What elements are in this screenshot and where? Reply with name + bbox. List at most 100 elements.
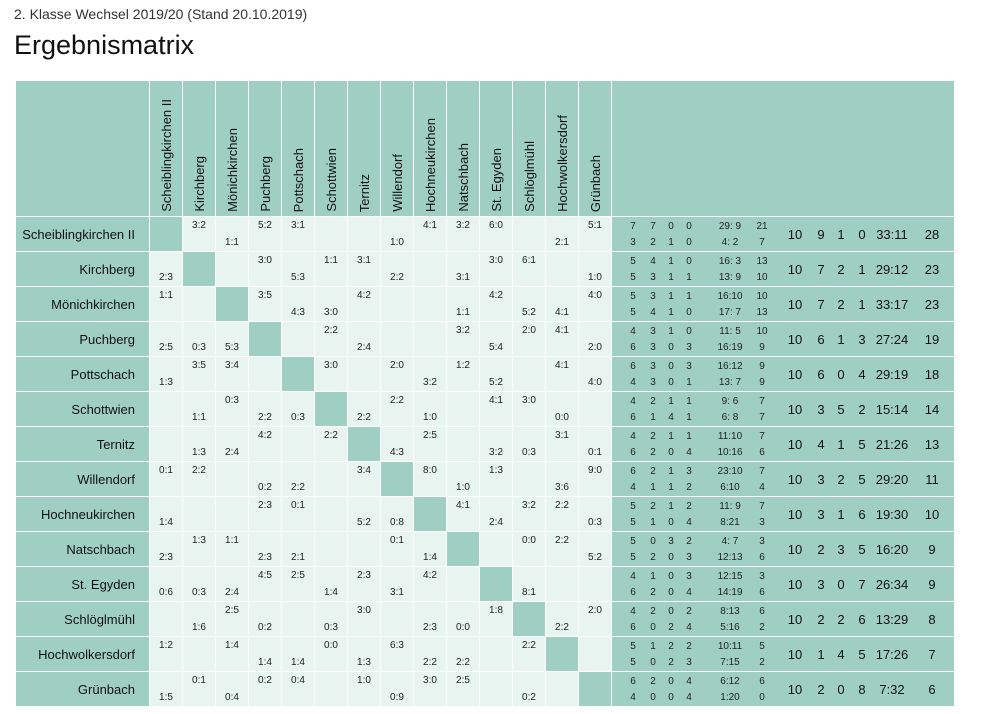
- total-stat-value: 21:26: [875, 437, 909, 452]
- home-record-line: 6 3 0 3 16:12 9: [613, 361, 773, 373]
- away-stat-value: 2: [686, 482, 692, 493]
- away-stat-value: 1: [668, 307, 674, 318]
- home-score: 3:2: [456, 220, 470, 231]
- home-stat-value: 0: [650, 536, 656, 547]
- home-stat-value: 10:11: [717, 641, 743, 652]
- away-stat-value: 5: [630, 552, 636, 563]
- home-stat-value: 3: [759, 536, 765, 547]
- home-score: 4:1: [555, 325, 569, 336]
- result-cell: 5:1: [578, 216, 612, 252]
- away-stat-value: 0: [668, 552, 674, 563]
- result-cell: 2:5: [149, 321, 183, 357]
- total-stat-value: 6: [928, 682, 936, 697]
- result-cell: 1:1: [215, 531, 249, 567]
- home-stat-value: 2: [650, 501, 656, 512]
- home-stat-value: 2: [650, 431, 656, 442]
- result-cell: [578, 636, 612, 672]
- corner-cell: [15, 80, 150, 217]
- home-score: 2:3: [258, 500, 272, 511]
- table-row: Hochwolkersdorf 1:2 1:4 1:4 1:4 0:0 1:3 6:3 2:2 2…: [15, 636, 955, 672]
- result-cell: 1:0: [380, 216, 414, 252]
- column-header-label: Puchberg: [257, 156, 273, 212]
- column-header-team: Mönichkirchen: [215, 80, 249, 217]
- result-cell: [182, 496, 216, 532]
- home-score: 3:2: [456, 325, 470, 336]
- home-score: 3:0: [489, 255, 503, 266]
- home-stat-value: 1: [686, 291, 692, 302]
- total-stat-value: 5: [837, 402, 845, 417]
- column-header-team: St. Egyden: [479, 80, 513, 217]
- result-cell: [413, 321, 447, 357]
- home-score: 8:0: [423, 465, 437, 476]
- total-stat-value: 5: [858, 542, 866, 557]
- total-stat-value: 3: [817, 402, 825, 417]
- table-row: Schlöglmühl 1:6 2:5 0:2 0:3 3:0 2:3 0:0 1:8 2:2 2:…: [15, 601, 955, 637]
- home-score: 3:5: [258, 290, 272, 301]
- total-stat-value: 10: [787, 577, 803, 592]
- away-stat-value: 4: [668, 412, 674, 423]
- result-cell: [446, 391, 480, 427]
- home-record-line: 5 0 3 2 4: 7 3: [613, 536, 773, 548]
- away-score: 1:4: [159, 517, 173, 528]
- result-cell: 2:2: [545, 531, 579, 567]
- result-cell: 3:0: [314, 356, 348, 392]
- result-cell: [545, 566, 579, 602]
- column-header-team: Schottwien: [314, 80, 348, 217]
- home-stat-value: 7: [759, 396, 765, 407]
- away-score: 0:0: [456, 622, 470, 633]
- away-stat-value: 7: [759, 412, 765, 423]
- result-cell: [380, 286, 414, 322]
- home-stat-value: 4: [630, 571, 636, 582]
- result-cell: 2:3: [149, 531, 183, 567]
- away-stat-value: 0: [650, 622, 656, 633]
- table-row: Mönichkirchen 1:1 3:5 4:3 3:0 4:2 1:1 4:2 5:2 4:1…: [15, 286, 955, 322]
- result-cell: 3:2: [479, 426, 513, 462]
- away-stat-value: 10:16: [717, 447, 743, 458]
- column-header-label: Willendorf: [389, 154, 405, 212]
- home-score: 3:5: [192, 360, 206, 371]
- column-header-label: Mönichkirchen: [224, 128, 240, 212]
- away-record-line: 4 1 1 2 6:10 4: [613, 482, 773, 494]
- page-title: Ergebnismatrix: [14, 30, 195, 60]
- home-stat-value: 3: [650, 326, 656, 337]
- result-cell: 0:1: [578, 426, 612, 462]
- home-stat-value: 6: [630, 676, 636, 687]
- result-cell: 0:1: [281, 496, 315, 532]
- away-score: 3:0: [324, 307, 338, 318]
- home-stat-value: 0: [686, 256, 692, 267]
- total-stat-value: 0: [837, 682, 845, 697]
- away-stat-value: 1: [668, 482, 674, 493]
- result-cell: 3:2: [512, 496, 546, 532]
- away-score: 1:3: [357, 657, 371, 668]
- total-stat-value: 6: [858, 507, 866, 522]
- result-cell: [446, 566, 480, 602]
- result-cell: 2:2: [248, 391, 282, 427]
- result-cell: 8:0: [413, 461, 447, 497]
- home-stat-value: 0: [686, 221, 692, 232]
- home-stat-value: 4: [630, 396, 636, 407]
- total-stat-value: 2: [837, 297, 845, 312]
- table-row: Ternitz 1:3 2:4 4:2 2:2 4:3 2:5 3:2 0:3 3:1 0:1 4 2 1…: [15, 426, 955, 462]
- result-cell: 1:0: [578, 251, 612, 287]
- home-stat-value: 5: [759, 641, 765, 652]
- column-header-team: Puchberg: [248, 80, 282, 217]
- result-cell: [347, 356, 381, 392]
- away-stat-value: 4: [686, 692, 692, 703]
- away-score: 3:6: [555, 482, 569, 493]
- away-stat-value: 4: [650, 307, 656, 318]
- total-stat-value: 33:17: [875, 297, 909, 312]
- result-cell: 4:0: [578, 356, 612, 392]
- result-cell: 0:6: [149, 566, 183, 602]
- total-stat-value: 6: [817, 332, 825, 347]
- away-stat-value: 3: [650, 272, 656, 283]
- away-stat-value: 4: [686, 587, 692, 598]
- row-header-team: St. Egyden: [15, 566, 150, 602]
- result-cell: 1:3: [149, 356, 183, 392]
- result-cell: 5:2: [248, 216, 282, 252]
- result-cell: 0:3: [182, 321, 216, 357]
- table-row: Schottwien 1:1 0:3 2:2 0:3 2:2 2:2 1:0 4:1 3:0 0:0…: [15, 391, 955, 427]
- total-stat-value: 0: [837, 367, 845, 382]
- result-cell: 2:2: [413, 636, 447, 672]
- away-record-line: 4 0 0 4 1:20 0: [613, 692, 773, 704]
- away-record-line: 5 2 0 3 12:13 6: [613, 552, 773, 564]
